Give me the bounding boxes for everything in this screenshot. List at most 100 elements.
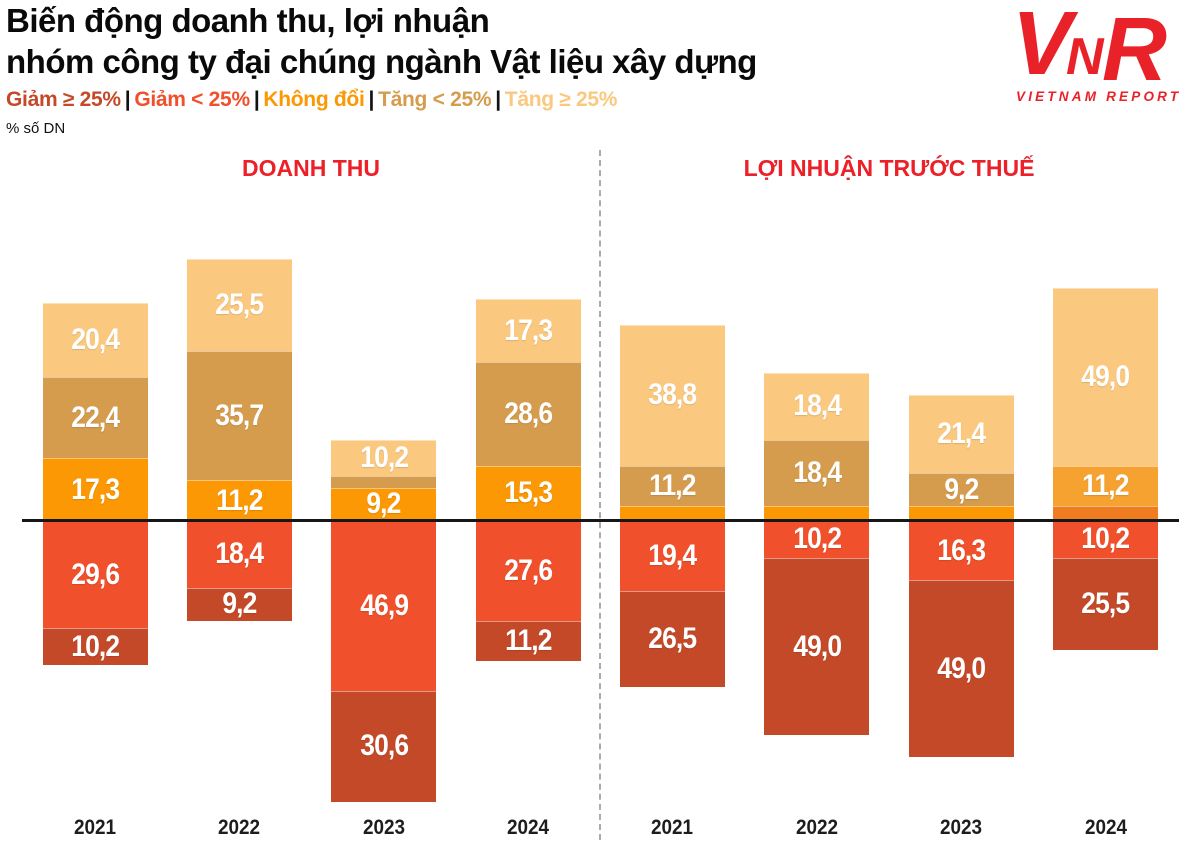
segment-value-label: 35,7 bbox=[215, 398, 264, 432]
segment-value-label: 9,2 bbox=[944, 472, 979, 506]
segment-value-label: 25,5 bbox=[1081, 587, 1131, 621]
segment-value-label: 16,3 bbox=[937, 533, 986, 567]
bar-segment-giam_lt25: 16,3 bbox=[908, 521, 1014, 580]
bar-segment-khong_doi: 15,3 bbox=[475, 465, 581, 521]
bar-segment-giam_ge25: 49,0 bbox=[764, 557, 870, 736]
panel-title-loi-nhuan: LỢI NHUẬN TRƯỚC THUẾ bbox=[743, 155, 1035, 181]
bar-segment-khong_doi: 9,2 bbox=[331, 487, 437, 521]
panel-divider-dashed-line bbox=[599, 150, 601, 840]
legend-item: Không đổi bbox=[263, 88, 365, 111]
segment-value-label: 49,0 bbox=[792, 629, 842, 663]
legend-item: Giảm ≥ 25% bbox=[6, 88, 121, 111]
chart-title-line1: Biến động doanh thu, lợi nhuận bbox=[6, 2, 490, 39]
x-axis-label-2024: 2024 bbox=[1084, 816, 1127, 839]
bar-segment-giam_lt25: 18,4 bbox=[186, 521, 292, 588]
legend-item: Tăng < 25% bbox=[378, 88, 492, 111]
chart-title: Biến động doanh thu, lợi nhuận nhóm công… bbox=[6, 0, 906, 82]
bar-segment-tang_ge25: 17,3 bbox=[475, 299, 581, 363]
legend-separator: | bbox=[253, 88, 260, 111]
segment-value-label: 10,2 bbox=[71, 629, 120, 663]
vnr-logo-text: VIETNAM REPORT bbox=[1016, 89, 1181, 104]
segment-value-label: 27,6 bbox=[504, 553, 553, 587]
segment-value-label: 20,4 bbox=[71, 323, 120, 357]
bar-segment-tang_ge25: 10,2 bbox=[331, 439, 437, 477]
bar-segment-tang_lt25: 11,2 bbox=[619, 465, 725, 507]
bar-segment-khong_doi bbox=[764, 506, 870, 521]
segment-value-label: 18,4 bbox=[792, 389, 842, 423]
segment-value-label: 19,4 bbox=[648, 539, 697, 573]
segment-value-label: 10,2 bbox=[1081, 522, 1131, 556]
bar-segment-tang_ge25: 20,4 bbox=[42, 303, 148, 378]
segment-value-label: 21,4 bbox=[937, 417, 986, 451]
x-axis-label-2023: 2023 bbox=[362, 816, 405, 839]
segment-value-label: 49,0 bbox=[1081, 359, 1131, 393]
legend-item: Tăng ≥ 25% bbox=[504, 88, 618, 111]
vnr-logo: V N R VIETNAM REPORT bbox=[1012, 2, 1181, 104]
bar-segment-khong_doi: 11,2 bbox=[186, 480, 292, 521]
segment-value-label: 30,6 bbox=[359, 729, 409, 763]
bar-segment-tang_lt25: 35,7 bbox=[186, 351, 292, 481]
bar-segment-tang_ge25: 49,0 bbox=[1053, 288, 1159, 466]
bar-segment-tang_lt25: 28,6 bbox=[475, 362, 581, 466]
segment-value-label: 26,5 bbox=[648, 622, 697, 656]
x-axis-label-2023: 2023 bbox=[940, 816, 983, 839]
bar-segment-giam_ge25: 30,6 bbox=[331, 690, 437, 802]
x-axis-label-2024: 2024 bbox=[507, 816, 550, 839]
vnr-logo-mark: R bbox=[1102, 2, 1167, 100]
bar-segment-tang_lt25: 18,4 bbox=[764, 439, 870, 507]
bar-segment-tang_lt25: 22,4 bbox=[42, 377, 148, 459]
segment-value-label: 10,2 bbox=[359, 441, 409, 474]
legend-item: Giảm < 25% bbox=[134, 88, 250, 111]
bar-segment-giam_lt25: 29,6 bbox=[42, 521, 148, 629]
bar-segment-tang_lt25: 11,2 bbox=[1053, 465, 1159, 507]
vnr-logo-mark: N bbox=[1066, 28, 1105, 86]
segment-value-label: 9,2 bbox=[222, 587, 257, 621]
segment-value-label: 11,2 bbox=[1082, 468, 1129, 502]
bar-segment-giam_ge25: 11,2 bbox=[475, 620, 581, 662]
segment-value-label: 25,5 bbox=[215, 288, 264, 322]
bar-segment-tang_lt25 bbox=[331, 476, 437, 488]
bar-segment-khong_doi: 17,3 bbox=[42, 458, 148, 521]
segment-value-label: 11,2 bbox=[649, 468, 696, 502]
zero-baseline-axis bbox=[22, 519, 1179, 522]
legend-separator: | bbox=[495, 88, 501, 111]
bar-segment-tang_ge25: 18,4 bbox=[764, 372, 870, 440]
bar-segment-tang_lt25: 9,2 bbox=[908, 472, 1014, 507]
bar-segment-giam_ge25: 9,2 bbox=[186, 587, 292, 621]
bar-segment-giam_ge25: 25,5 bbox=[1053, 557, 1159, 651]
segment-value-label: 29,6 bbox=[71, 557, 120, 591]
segment-value-label: 18,4 bbox=[792, 455, 842, 489]
segment-value-label: 38,8 bbox=[648, 378, 697, 412]
x-axis-label-2022: 2022 bbox=[795, 816, 838, 839]
segment-value-label: 15,3 bbox=[504, 476, 553, 510]
bar-segment-giam_ge25: 10,2 bbox=[42, 628, 148, 666]
bar-segment-giam_lt25: 19,4 bbox=[619, 521, 725, 592]
x-axis-label-2021: 2021 bbox=[73, 816, 117, 839]
x-axis-label-2021: 2021 bbox=[651, 816, 694, 839]
segment-value-label: 9,2 bbox=[366, 487, 402, 521]
segment-value-label: 46,9 bbox=[359, 588, 409, 622]
bar-segment-khong_doi bbox=[908, 506, 1014, 521]
bar-segment-giam_lt25: 10,2 bbox=[764, 521, 870, 558]
segment-value-label: 17,3 bbox=[71, 472, 120, 506]
segment-value-label: 18,4 bbox=[215, 537, 264, 571]
unit-label: % số DN bbox=[6, 120, 66, 137]
segment-value-label: 11,2 bbox=[504, 624, 552, 658]
segment-value-label: 11,2 bbox=[216, 483, 263, 517]
bar-segment-giam_ge25: 26,5 bbox=[619, 591, 725, 688]
x-axis-label-2022: 2022 bbox=[218, 816, 261, 839]
segment-value-label: 10,2 bbox=[792, 522, 842, 556]
bar-segment-khong_doi bbox=[1053, 506, 1159, 521]
bar-segment-tang_ge25: 38,8 bbox=[619, 325, 725, 466]
chart-title-line2: nhóm công ty đại chúng ngành Vật liệu xâ… bbox=[6, 43, 757, 80]
bar-segment-giam_lt25: 27,6 bbox=[475, 521, 581, 621]
bar-segment-tang_ge25: 21,4 bbox=[908, 395, 1014, 473]
panel-title-doanh-thu: DOANH THU bbox=[242, 155, 380, 181]
bar-segment-giam_lt25: 10,2 bbox=[1053, 521, 1159, 558]
bar-segment-giam_lt25: 46,9 bbox=[331, 521, 437, 691]
bar-segment-tang_ge25: 25,5 bbox=[186, 258, 292, 352]
bar-segment-giam_ge25: 49,0 bbox=[908, 580, 1014, 758]
legend-separator: | bbox=[124, 88, 131, 111]
legend: Giảm ≥ 25% | Giảm < 25% | Không đổi | Tăng < 2… bbox=[6, 88, 906, 112]
